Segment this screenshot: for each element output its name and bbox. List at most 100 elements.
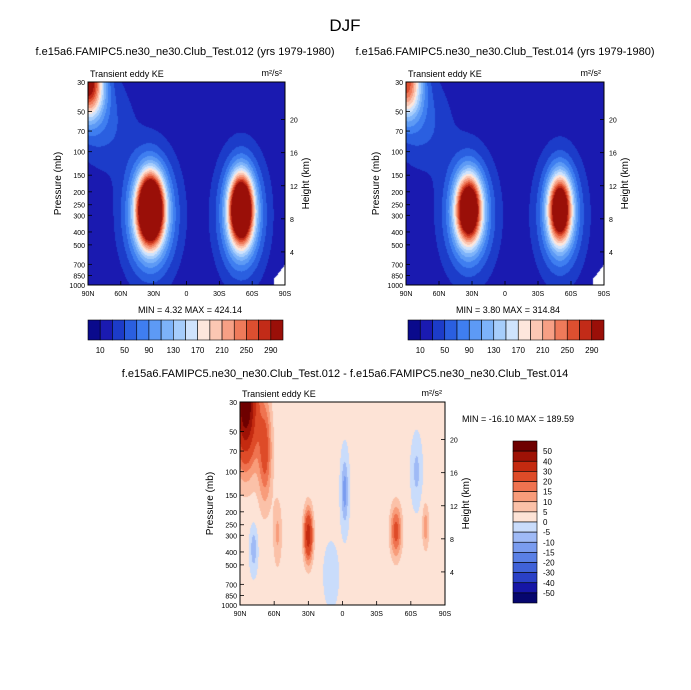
panel-test-012: f.e15a6.FAMIPC5.ne30_ne30.Club_Test.012 …: [35, 46, 334, 355]
lat-tick-label: 90N: [82, 291, 95, 298]
height-tick-label: 12: [609, 184, 617, 191]
colorbar-swatch: [505, 319, 519, 341]
colorbar-swatch: [512, 501, 538, 513]
pressure-tick-label: 1000: [221, 603, 237, 610]
colorbar-swatch: [407, 319, 421, 341]
pressure-tick-label: 150: [391, 173, 403, 180]
colorbar-swatch: [432, 319, 446, 341]
colorbar-swatch: [512, 521, 538, 533]
colorbar-label: 50: [543, 447, 552, 456]
pressure-tick-label: 100: [225, 470, 237, 477]
pressure-tick-label: 250: [73, 203, 85, 210]
colorbar-swatch: [258, 319, 272, 341]
colorbar-swatch: [512, 471, 538, 482]
units-label: m²/s²: [262, 68, 283, 78]
units-label: m²/s²: [581, 68, 602, 78]
lat-tick-label: 30S: [532, 291, 545, 298]
colorbar-swatch: [233, 319, 247, 341]
lat-tick-label: 30N: [302, 611, 315, 618]
colorbar-label: -15: [543, 548, 555, 557]
colorbar-swatch: [221, 319, 235, 341]
colorbar-swatch: [512, 572, 538, 584]
pressure-tick-label: 70: [229, 449, 237, 456]
colorbar-swatch: [185, 319, 198, 341]
colorbar-label: 210: [215, 346, 229, 355]
colorbar-label: 30: [543, 467, 552, 476]
lat-tick-label: 60S: [405, 611, 418, 618]
y-axis-label: Pressure (mb): [371, 152, 382, 215]
colorbar-swatch: [124, 319, 138, 341]
pressure-tick-label: 300: [73, 213, 85, 220]
colorbar-swatch: [530, 319, 544, 341]
panel-title: f.e15a6.FAMIPC5.ne30_ne30.Club_Test.012 …: [35, 46, 334, 58]
colorbar-swatch: [456, 319, 470, 341]
heatmap-field: [88, 82, 285, 285]
lat-tick-label: 90S: [598, 291, 611, 298]
lat-tick-label: 0: [503, 291, 507, 298]
pressure-tick-label: 850: [225, 594, 237, 601]
pressure-tick-label: 700: [73, 262, 85, 269]
colorbar-swatch: [270, 319, 284, 341]
pressure-tick-label: 500: [73, 243, 85, 250]
colorbar-label: -20: [543, 559, 555, 568]
pressure-tick-label: 300: [225, 533, 237, 540]
colorbar-label: 50: [120, 346, 129, 355]
colorbar-swatch: [512, 450, 538, 462]
colorbar-swatch: [493, 319, 507, 341]
colorbar-swatch: [554, 319, 568, 341]
y-axis-label: Pressure (mb): [205, 472, 216, 535]
lat-tick-label: 60S: [246, 291, 259, 298]
lat-tick-label: 90S: [279, 291, 292, 298]
colorbar-swatch: [246, 319, 259, 341]
pressure-tick-label: 200: [225, 510, 237, 517]
pressure-tick-label: 700: [225, 582, 237, 589]
colorbar-label: 250: [240, 346, 254, 355]
pressure-tick-label: 70: [395, 129, 403, 136]
lat-tick-label: 60S: [565, 291, 578, 298]
colorbar-label: -40: [543, 579, 555, 588]
colorbar-swatch: [173, 319, 186, 341]
height-tick-label: 8: [450, 537, 454, 544]
colorbar-label: 10: [96, 346, 105, 355]
y-axis-label: Pressure (mb): [53, 152, 64, 215]
right-axis-label: Height (km): [301, 158, 312, 210]
pressure-tick-label: 150: [73, 173, 85, 180]
height-tick-label: 4: [609, 250, 613, 257]
colorbar-swatch: [209, 319, 223, 341]
lat-tick-label: 30N: [147, 291, 160, 298]
lat-tick-label: 60N: [114, 291, 127, 298]
colorbar-label: -30: [543, 569, 555, 578]
colorbar-swatch: [87, 319, 101, 341]
pressure-tick-label: 400: [391, 230, 403, 237]
colorbar-swatch: [512, 481, 538, 492]
colorbar-swatch: [99, 319, 113, 341]
lat-tick-label: 90S: [439, 611, 452, 618]
colorbar-swatch: [160, 319, 174, 341]
units-label: m²/s²: [422, 388, 443, 398]
lat-tick-label: 90N: [234, 611, 247, 618]
height-tick-label: 20: [290, 118, 298, 125]
lat-tick-label: 90N: [400, 291, 413, 298]
pressure-tick-label: 100: [391, 150, 403, 157]
lat-tick-label: 0: [185, 291, 189, 298]
colorbar-label: 10: [543, 498, 552, 507]
pressure-tick-label: 150: [225, 493, 237, 500]
height-tick-label: 20: [450, 438, 458, 445]
colorbar-swatch: [579, 319, 593, 341]
colorbar-label: -50: [543, 589, 555, 598]
heatmap-field: [406, 82, 604, 285]
height-tick-label: 8: [609, 217, 613, 224]
colorbar-label: 15: [543, 488, 552, 497]
colorbar-label: -5: [543, 528, 551, 537]
pressure-tick-label: 50: [77, 110, 85, 117]
pressure-tick-label: 30: [229, 400, 237, 407]
pressure-tick-label: 250: [391, 203, 403, 210]
pressure-tick-label: 200: [391, 190, 403, 197]
field-label: Transient eddy KE: [90, 69, 164, 79]
colorbar-swatch: [444, 319, 458, 341]
colorbar-swatch: [512, 511, 538, 523]
field-label: Transient eddy KE: [408, 69, 482, 79]
colorbar-label: 290: [264, 346, 278, 355]
colorbar-swatch: [512, 541, 538, 553]
